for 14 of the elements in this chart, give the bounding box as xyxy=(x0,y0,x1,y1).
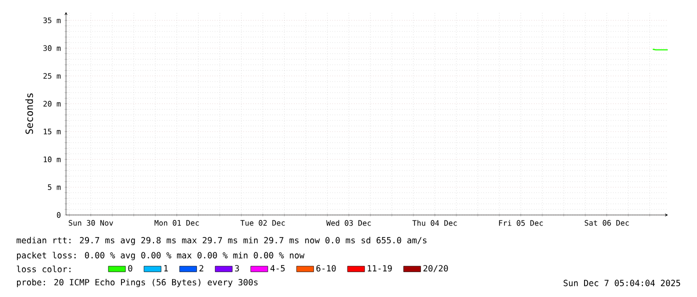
y-axis-title: Seconds xyxy=(25,93,34,134)
legend-label: 20/20 xyxy=(423,265,448,272)
text: packet loss: 0.00 % avg 0.00 % max 0.00 % min 0.00 % now xyxy=(17,252,304,260)
text: median rtt: 29.7 ms avg 29.8 ms max 29.7 ms min 29.7 ms now 0.0 ms sd 655.0 am/s xyxy=(16,236,426,246)
legend-label: 11-19 xyxy=(368,265,392,272)
legend-label: 4-5 xyxy=(270,265,285,272)
legend-label: 3 xyxy=(235,265,239,272)
text: Sun Dec 7 05:04:04 2025 xyxy=(564,280,680,286)
legend-title: loss color: xyxy=(16,266,70,272)
legend-label: 6-10 xyxy=(316,265,336,272)
legend-label: 1 xyxy=(164,265,168,272)
legend-label: 0 xyxy=(128,265,132,272)
legend-label: 2 xyxy=(199,265,204,272)
text: probe: 20 ICMP Echo Pings (56 Bytes) every 300s xyxy=(17,278,258,288)
